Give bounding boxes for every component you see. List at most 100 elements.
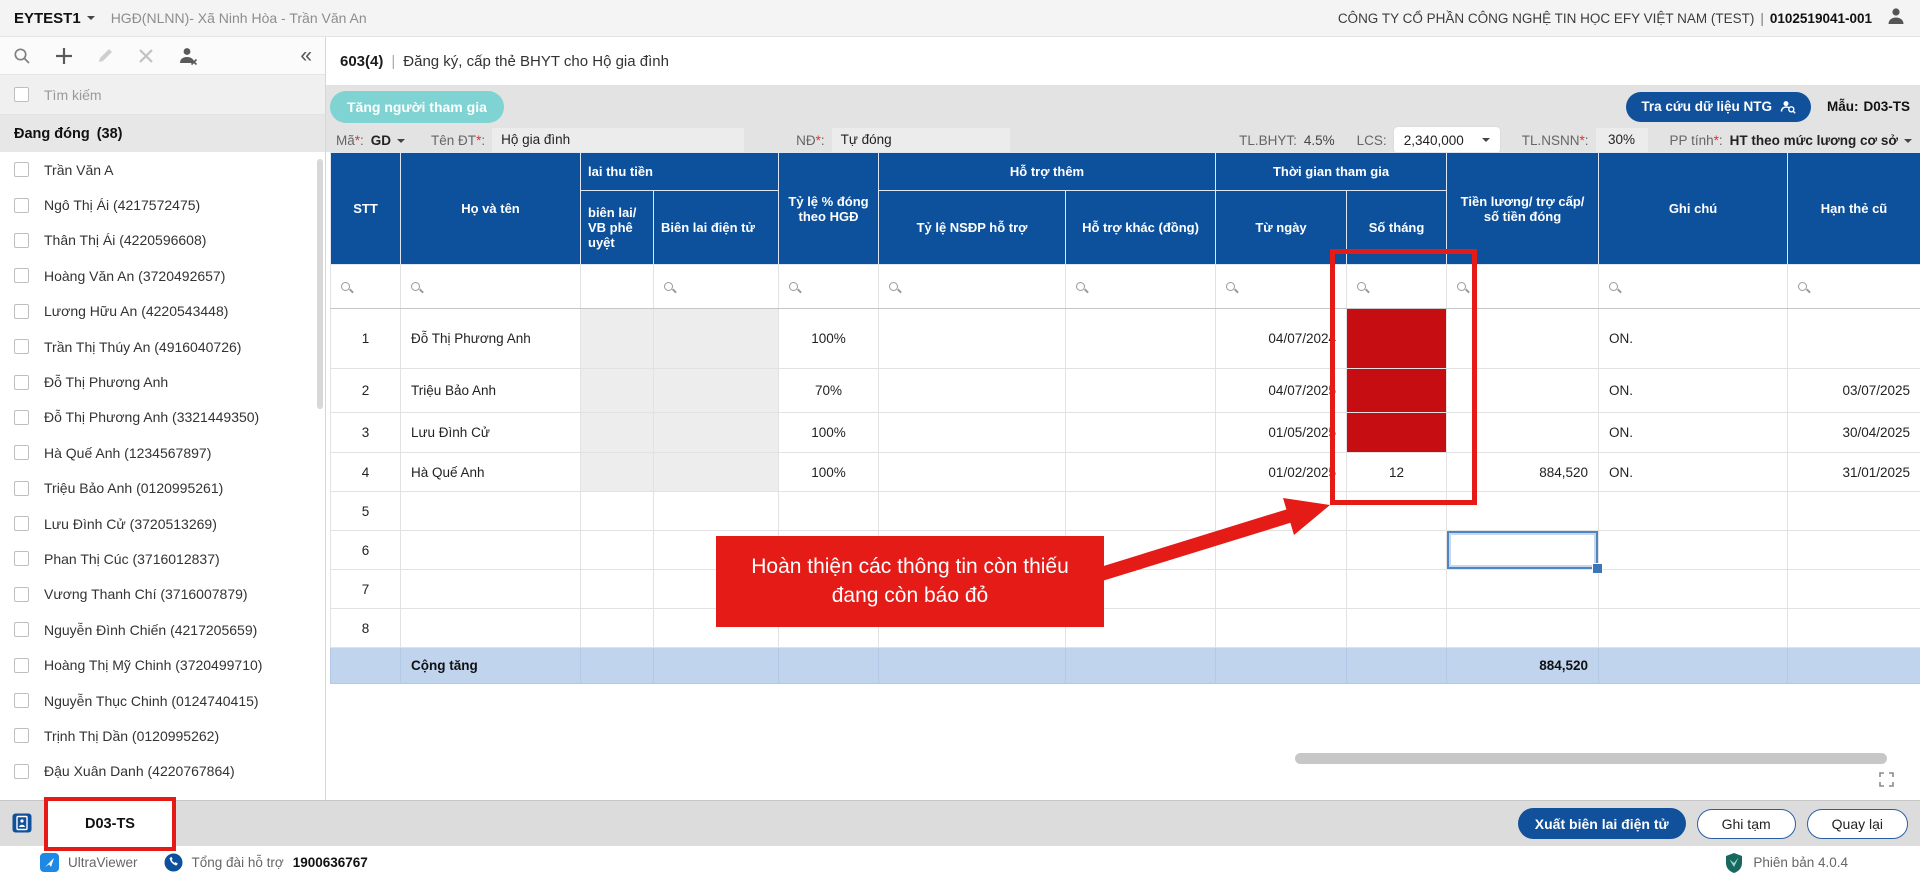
cell-receipt-paper[interactable] — [580, 530, 654, 570]
cell-support-other[interactable] — [1065, 368, 1216, 413]
item-checkbox[interactable] — [14, 516, 29, 532]
filter-old-card[interactable] — [1787, 264, 1920, 309]
cell-old-card[interactable] — [1787, 530, 1920, 570]
list-item[interactable]: Trần Văn A — [0, 152, 325, 187]
filter-receipt-paper[interactable] — [580, 264, 654, 309]
filter-name[interactable] — [400, 264, 581, 309]
cell-from-date[interactable]: 04/07/2024 — [1215, 308, 1347, 369]
item-checkbox[interactable] — [14, 339, 29, 355]
cell-receipt-e[interactable] — [653, 412, 779, 453]
cell-months[interactable] — [1345, 530, 1448, 570]
add-participant-button[interactable]: Tăng người tham gia — [330, 90, 504, 123]
horizontal-scrollbar[interactable] — [1295, 753, 1887, 764]
cell-old-card[interactable] — [1787, 308, 1920, 369]
cell-note[interactable]: ON. — [1598, 368, 1789, 413]
item-checkbox[interactable] — [14, 197, 29, 213]
fullscreen-button[interactable] — [1878, 771, 1895, 793]
cell-support-other[interactable] — [1065, 308, 1216, 369]
export-e-receipt-button[interactable]: Xuất biên lai điện tử — [1517, 808, 1686, 839]
item-checkbox[interactable] — [14, 374, 29, 390]
list-item[interactable]: Lương Hữu An (4220543448) — [0, 294, 325, 329]
filter-from[interactable] — [1215, 264, 1347, 309]
list-item[interactable]: Ngô Thị Ái (4217572475) — [0, 187, 325, 222]
item-checkbox[interactable] — [14, 728, 29, 744]
list-item[interactable]: Trịnh Thị Dần (0120995262) — [0, 718, 325, 753]
cell-salary[interactable] — [1446, 308, 1600, 369]
item-checkbox[interactable] — [14, 657, 29, 673]
item-checkbox[interactable] — [14, 232, 29, 248]
item-checkbox[interactable] — [14, 303, 29, 319]
cell-rate[interactable]: 100% — [778, 412, 879, 453]
cell-from-date[interactable]: 01/02/2025 — [1215, 452, 1347, 492]
list-item[interactable]: Đỗ Thị Phương Anh — [0, 364, 325, 399]
cell-support-other[interactable] — [1065, 412, 1216, 453]
collapse-sidebar-button[interactable]: « — [300, 44, 312, 67]
search-input[interactable]: Tìm kiếm — [44, 86, 102, 103]
tl-nsnn-input[interactable]: 30% — [1595, 128, 1648, 152]
user-icon[interactable] — [1886, 6, 1906, 31]
cell-rate[interactable] — [778, 491, 879, 531]
cell-note[interactable] — [1598, 608, 1789, 648]
nd-input[interactable]: Tự đóng — [831, 128, 1010, 152]
list-item[interactable]: Đỗ Thị Phương Anh (3321449350) — [0, 400, 325, 435]
cell-support-rate[interactable] — [878, 368, 1066, 413]
cell-old-card[interactable] — [1787, 491, 1920, 531]
cell-receipt-paper[interactable] — [580, 452, 654, 492]
item-checkbox[interactable] — [14, 693, 29, 709]
filter-rate[interactable] — [778, 264, 879, 309]
cell-salary[interactable] — [1446, 569, 1600, 609]
edit-icon[interactable] — [97, 47, 114, 64]
cell-salary[interactable] — [1446, 368, 1600, 413]
remove-person-icon[interactable] — [178, 46, 198, 66]
cell-stt[interactable]: 1 — [330, 308, 401, 369]
cell-months[interactable] — [1345, 412, 1448, 453]
cell-salary[interactable] — [1446, 491, 1600, 531]
cell-receipt-e[interactable] — [653, 491, 779, 531]
cell-old-card[interactable]: 30/04/2025 — [1787, 412, 1920, 453]
cell-name[interactable] — [400, 491, 581, 531]
cell-stt[interactable]: 5 — [330, 491, 401, 531]
item-checkbox[interactable] — [14, 445, 29, 461]
list-item[interactable]: Hà Quế Anh (1234567897) — [0, 435, 325, 470]
cell-months[interactable] — [1345, 608, 1448, 648]
cell-months[interactable] — [1345, 491, 1448, 531]
lcs-select[interactable]: 2,340,000 — [1393, 127, 1500, 153]
sidebar-scrollbar[interactable] — [317, 159, 323, 409]
delete-icon[interactable] — [138, 48, 154, 64]
cell-salary[interactable] — [1446, 608, 1600, 648]
pp-tinh-select[interactable]: HT theo mức lương cơ sở — [1730, 133, 1912, 148]
item-checkbox[interactable] — [14, 480, 29, 496]
cell-salary[interactable]: 884,520 — [1446, 452, 1600, 492]
cell-note[interactable]: ON. — [1598, 412, 1789, 453]
cell-name[interactable]: Hà Quế Anh — [400, 452, 581, 492]
list-item[interactable]: Hoàng Văn An (3720492657) — [0, 258, 325, 293]
item-checkbox[interactable] — [14, 551, 29, 567]
cell-stt[interactable]: 4 — [330, 452, 401, 492]
cell-receipt-paper[interactable] — [580, 569, 654, 609]
filter-stt[interactable] — [330, 264, 401, 309]
cell-rate[interactable]: 70% — [778, 368, 879, 413]
cell-stt[interactable]: 2 — [330, 368, 401, 413]
filter-support-other[interactable] — [1065, 264, 1216, 309]
cell-stt[interactable]: 7 — [330, 569, 401, 609]
cell-rate[interactable]: 100% — [778, 452, 879, 492]
cell-receipt-paper[interactable] — [580, 608, 654, 648]
form-tab-icon[interactable] — [12, 813, 32, 838]
cell-note[interactable]: ON. — [1598, 308, 1789, 369]
cell-name[interactable]: Triệu Bảo Anh — [400, 368, 581, 413]
cell-name[interactable] — [400, 608, 581, 648]
cell-months[interactable] — [1345, 308, 1448, 369]
cell-receipt-e[interactable] — [653, 368, 779, 413]
cell-support-other[interactable] — [1065, 452, 1216, 492]
list-item[interactable]: Thân Thị Ái (4220596608) — [0, 223, 325, 258]
item-checkbox[interactable] — [14, 586, 29, 602]
workspace-selector[interactable]: EYTEST1 — [14, 10, 95, 27]
cell-name[interactable]: Đỗ Thị Phương Anh — [400, 308, 581, 369]
list-item[interactable]: Triệu Bảo Anh (0120995261) — [0, 471, 325, 506]
lookup-ntg-button[interactable]: Tra cứu dữ liệu NTG — [1626, 91, 1811, 122]
cell-receipt-paper[interactable] — [580, 412, 654, 453]
cell-support-rate[interactable] — [878, 491, 1066, 531]
item-checkbox[interactable] — [14, 409, 29, 425]
cell-from-date[interactable]: 01/05/2025 — [1215, 412, 1347, 453]
cell-receipt-paper[interactable] — [580, 491, 654, 531]
